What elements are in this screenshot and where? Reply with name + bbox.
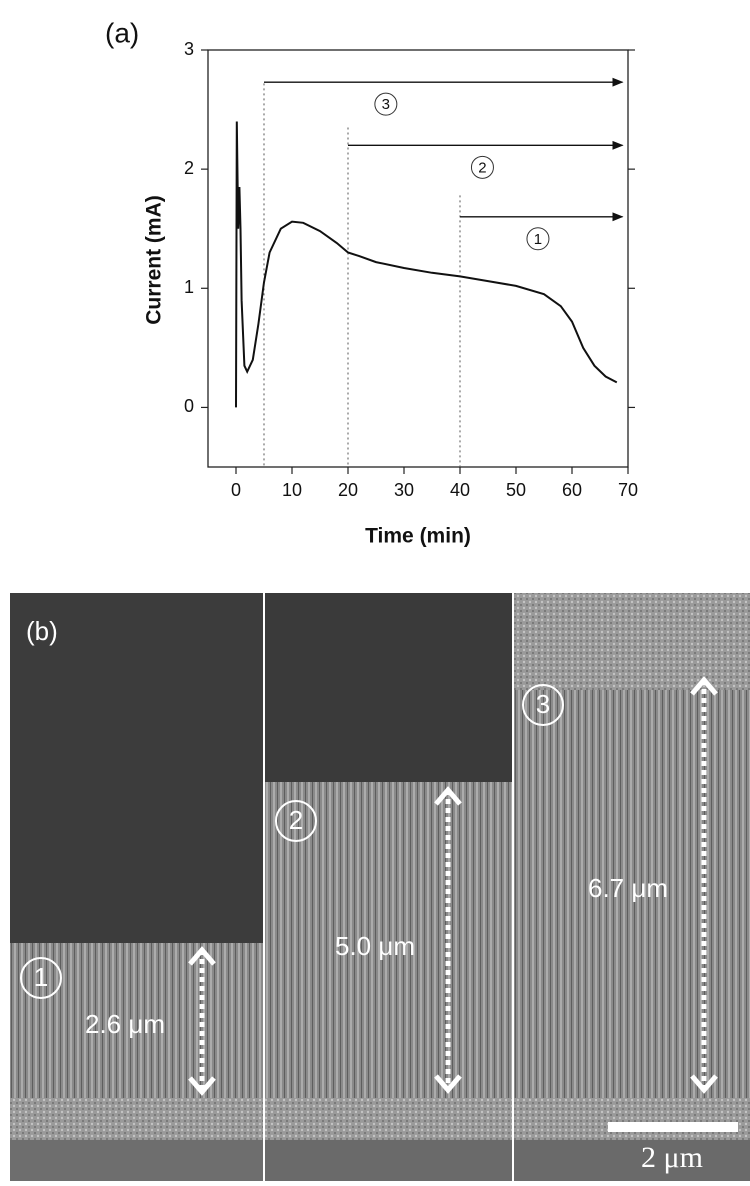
arrow-head [434, 786, 462, 806]
barrier-layer [10, 1098, 263, 1140]
panel-label: (b) [26, 616, 58, 646]
step-circle [374, 92, 398, 116]
nanotube-film [514, 690, 750, 1098]
x-tick-label: 60 [562, 480, 582, 500]
marker: 1 [34, 962, 48, 992]
arrow-head [690, 676, 718, 696]
x-tick-label: 20 [338, 480, 358, 500]
thickness-arrows [188, 676, 718, 1096]
step-label: 1 [534, 231, 542, 248]
current-curve [235, 121, 618, 408]
substrate [10, 1140, 263, 1181]
y-tick-label: 1 [184, 277, 194, 297]
step-label: 2 [478, 159, 486, 176]
substrate [514, 1140, 750, 1181]
x-tick-label: 30 [394, 480, 414, 500]
marker-circle [275, 800, 317, 842]
panel-label: (a) [105, 17, 139, 48]
y-tick-label: 0 [184, 396, 194, 416]
barrier-layer [265, 1098, 512, 1140]
arrow-head [434, 1074, 462, 1094]
thickness-label: 6.7 μm [588, 873, 668, 903]
x-tick-label: 10 [282, 480, 302, 500]
x-tick-label: 50 [506, 480, 526, 500]
substrate [265, 1140, 512, 1181]
arrow-head [690, 1074, 718, 1094]
x-tick-label: 0 [231, 480, 241, 500]
film-surface [514, 593, 750, 690]
arrow-head [188, 1076, 216, 1096]
marker: 2 [289, 805, 303, 835]
step-label: 3 [382, 96, 390, 113]
marker-circle [20, 957, 62, 999]
nanotube-film [265, 782, 512, 1098]
marker: 3 [536, 689, 550, 719]
arrow-head [188, 946, 216, 966]
sem-panel: (b) 1 2 3 2.6 μm 5.0 μm 6.7 μm 2 μm [10, 593, 750, 1181]
x-tick-label: 40 [450, 480, 470, 500]
step-circle [526, 227, 550, 251]
barrier-layer [514, 1098, 750, 1140]
y-axis-label: Current (mA) [143, 195, 166, 325]
scale-bar [608, 1122, 738, 1132]
nanotube-film [10, 943, 263, 1098]
x-tick-label: 70 [618, 480, 638, 500]
step-circle [470, 155, 494, 179]
plot-frame [207, 49, 629, 468]
thickness-label: 5.0 μm [335, 931, 415, 961]
marker-circle [522, 684, 564, 726]
thickness-label: 2.6 μm [85, 1009, 165, 1039]
x-axis-label: Time (min) [365, 525, 471, 548]
y-tick-label: 3 [184, 39, 194, 59]
y-tick-label: 2 [184, 158, 194, 178]
scale-bar-label: 2 μm [641, 1141, 703, 1174]
